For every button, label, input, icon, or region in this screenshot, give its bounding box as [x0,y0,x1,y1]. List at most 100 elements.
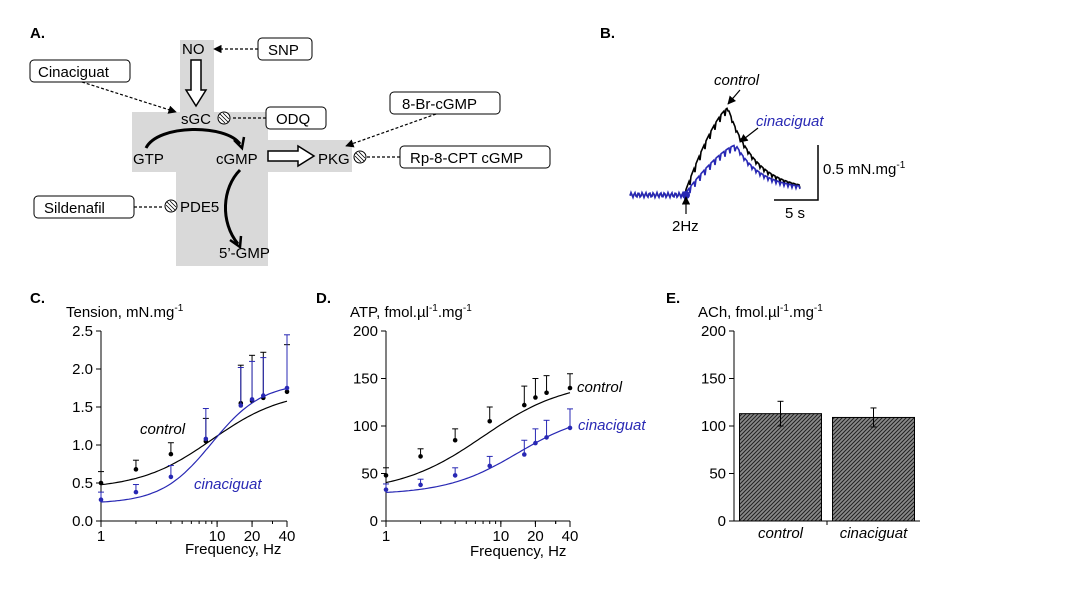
y-tick-label: 1.0 [72,437,93,454]
series-label-control: control [140,421,186,438]
scale-bar-y-label: 0.5 mN.mg-1 [823,160,906,178]
curved-arrow-cgmp-to-5gmp [224,168,242,245]
data-point-cinaciguat [133,489,139,495]
panel-c-letter: C. [30,290,45,307]
box-cinaciguat: Cinaciguat [29,59,131,83]
data-point-cinaciguat [533,440,538,446]
y-tick-label: 200 [701,323,726,340]
y-tick-label: 0.5 [72,475,93,492]
category-label: cinaciguat [840,525,908,542]
panel-e-ach-chart: E. ACh, fmol.µl-1.mg-1 0 50 100 150 200 contr… [666,290,920,542]
panel-b-trace: B. control cinaciguat 2Hz 0.5 mN.mg-1 5 … [600,25,906,235]
node-cgmp: cGMP [216,151,258,168]
y-tick-label: 0.0 [72,513,93,530]
y-tick-label: 2.0 [72,361,93,378]
box-odq: ODQ [265,106,327,130]
y-tick-label: 0 [718,513,726,530]
panel-e-letter: E. [666,290,680,307]
data-point-cinaciguat [249,397,255,402]
data-point-cinaciguat [98,497,104,503]
fit-curve-cinaciguat [385,426,571,493]
panel-a-pathway-diagram: A. NO sGC GTP cGMP PKG PDE5 5’-GMP [29,25,551,266]
data-point-control [168,451,174,457]
data-point-cinaciguat [168,474,174,480]
data-point-control [521,402,527,408]
node-pde5: PDE5 [180,199,219,216]
inhibitor-icon [164,199,178,213]
series-label-cinaciguat: cinaciguat [578,417,646,434]
data-point-cinaciguat [284,385,290,391]
x-tick-label: 40 [562,528,579,545]
y-tick-label: 50 [709,466,726,483]
svg-text:ODQ: ODQ [276,111,310,128]
svg-text:8-Br-cGMP: 8-Br-cGMP [402,96,477,113]
node-no: NO [182,41,205,58]
data-point-control [452,437,458,443]
chart-c-plot: 0.0 0.5 1.0 1.5 2.0 2.5 1 10 20 40 [72,323,295,545]
y-tick-label: 100 [353,418,378,435]
hollow-arrow-cgmp-to-pkg [267,144,316,168]
y-tick-label: 200 [353,323,378,340]
box-rp-8-cpt-cgmp: Rp-8-CPT cGMP [399,145,551,169]
data-point-control [487,418,493,424]
svg-text:Sildenafil: Sildenafil [44,200,105,217]
data-point-cinaciguat [261,393,266,398]
panel-c-tension-chart: C. Tension, mN.mg-1 0.0 0.5 1.0 1.5 2.0 2.5 1 1… [30,290,295,558]
data-point-control [98,480,104,486]
category-label: control [758,525,804,542]
fit-curve-cinaciguat [100,387,288,503]
data-point-control [383,473,389,478]
x-tick-label: 20 [244,528,261,545]
data-point-control [533,395,538,400]
dashed-connectors [81,44,437,208]
x-tick-label: 10 [209,528,226,545]
data-point-cinaciguat [203,436,209,442]
data-point-cinaciguat [452,473,458,478]
panel-d-letter: D. [316,290,331,307]
y-axis-label: ACh, fmol.µl-1.mg-1 [698,303,823,321]
node-5gmp: 5’-GMP [219,245,270,262]
data-point-cinaciguat [383,487,389,492]
data-point-cinaciguat [544,435,549,440]
y-axis-label: Tension, mN.mg-1 [66,303,184,321]
y-tick-label: 0 [370,513,378,530]
node-pkg: PKG [318,151,350,168]
chart-e-plot: 0 50 100 150 200 control cinaciguat [701,323,920,542]
pathway-shading [132,40,352,266]
bar-cinaciguat [832,416,915,522]
curved-arrow-gtp-to-cgmp [144,128,242,149]
inhibitor-icon [353,150,367,164]
stim-label: 2Hz [672,218,699,235]
data-point-control [567,385,573,391]
trace-label-control: control [714,72,760,89]
panel-a-letter: A. [30,25,45,42]
x-tick-label: 20 [527,528,544,545]
data-point-cinaciguat [567,425,573,431]
panel-b-letter: B. [600,25,615,42]
series-label-cinaciguat: cinaciguat [194,476,262,493]
y-tick-label: 1.5 [72,399,93,416]
fit-curve-control [100,400,288,486]
y-tick-label: 150 [701,371,726,388]
trace-cinaciguat [629,144,801,200]
scale-bar [774,145,819,201]
data-point-control [284,389,290,395]
box-snp: SNP [257,37,313,61]
y-axis-label: ATP, fmol.µl-1.mg-1 [350,303,472,321]
x-tick-label: 1 [382,528,390,545]
box-sildenafil: Sildenafil [33,195,135,219]
svg-text:Rp-8-CPT cGMP: Rp-8-CPT cGMP [410,150,523,167]
tension-traces [629,107,801,200]
svg-text:Cinaciguat: Cinaciguat [38,64,110,81]
y-tick-label: 100 [701,418,726,435]
inhibitor-icon [217,111,231,125]
node-sgc: sGC [181,111,211,128]
y-tick-label: 50 [361,466,378,483]
scale-bar-x-label: 5 s [785,205,805,222]
data-point-cinaciguat [487,463,493,469]
data-point-control [418,454,423,459]
y-tick-label: 150 [353,371,378,388]
y-tick-label: 2.5 [72,323,93,340]
